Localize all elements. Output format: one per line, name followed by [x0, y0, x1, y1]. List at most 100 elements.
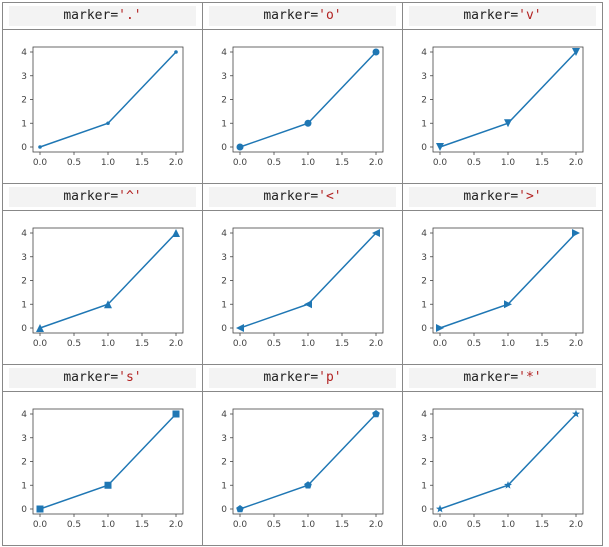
data-point-marker	[106, 121, 110, 126]
cell-chart: 0.0 0.5 1.0 1.5 2.0 0 1 2 3 4	[2, 391, 203, 546]
data-point-marker	[304, 119, 312, 127]
chart-title: marker='s'	[9, 368, 196, 388]
data-point-marker	[372, 48, 380, 56]
data-point-marker	[504, 481, 512, 489]
y-tick-label: 1	[21, 481, 27, 491]
x-tick-label: 0.5	[267, 158, 281, 168]
y-tick-label: 4	[221, 48, 227, 58]
chart-5: 0.0 0.5 1.0 1.5 2.0 0 1 2 3 4	[221, 227, 384, 349]
y-tick-label: 0	[21, 505, 27, 515]
title-prefix: marker=	[63, 8, 119, 23]
y-tick-label: 1	[21, 119, 27, 129]
y-tick-label: 0	[21, 143, 27, 153]
chart-title: marker='<'	[209, 187, 396, 207]
x-tick-label: 2.0	[369, 158, 384, 168]
plot-area	[232, 46, 384, 153]
chart-title: marker='o'	[209, 6, 396, 26]
marker-code: '*'	[518, 370, 542, 385]
y-tick-label: 3	[21, 253, 27, 263]
title-prefix: marker=	[63, 370, 119, 385]
y-tick-label: 2	[21, 96, 27, 106]
x-tick-label: 0.0	[233, 339, 248, 349]
data-point-marker	[504, 300, 512, 309]
data-point-marker	[174, 50, 178, 54]
chart-3: 0.0 0.5 1.0 1.5 2.0 0 1 2 3 4	[421, 46, 583, 168]
y-tick-label: 3	[421, 72, 427, 82]
data-point-marker	[304, 481, 312, 489]
y-tick-label: 3	[421, 434, 427, 444]
x-tick-label: 0.0	[33, 158, 48, 168]
x-tick-label: 2.0	[369, 339, 384, 349]
x-tick-label: 1.5	[135, 520, 149, 530]
y-tick-label: 2	[421, 96, 427, 106]
marker-code: 's'	[118, 370, 142, 385]
cell-header: marker='p'	[202, 364, 403, 392]
y-tick-label: 2	[221, 458, 227, 468]
x-tick-label: 1.5	[135, 158, 149, 168]
title-prefix: marker=	[263, 189, 319, 204]
x-tick-label: 1.5	[135, 339, 149, 349]
data-point-marker	[372, 229, 380, 237]
x-tick-label: 2.0	[169, 520, 184, 530]
x-tick-label: 1.0	[501, 339, 516, 349]
x-tick-label: 0.5	[267, 339, 281, 349]
data-point-marker	[104, 481, 112, 489]
chart-title: marker='^'	[9, 187, 196, 207]
data-point-marker	[236, 143, 244, 151]
marker-code: '.'	[118, 8, 142, 23]
chart-title: marker='v'	[409, 6, 596, 26]
data-point-marker	[436, 504, 444, 513]
chart-9: 0.0 0.5 1.0 1.5 2.0 0 1 2 3 4	[421, 408, 583, 530]
cell-chart: 0.0 0.5 1.0 1.5 2.0 0 1 2 3 4	[202, 29, 403, 184]
x-tick-label: 0.5	[67, 158, 81, 168]
x-tick-label: 0.0	[33, 520, 48, 530]
data-point-marker	[304, 300, 312, 309]
x-tick-label: 1.0	[301, 339, 316, 349]
y-tick-label: 4	[21, 410, 27, 420]
y-tick-label: 1	[21, 300, 27, 310]
data-point-marker	[172, 229, 180, 237]
x-tick-label: 1.5	[535, 158, 549, 168]
x-tick-label: 1.0	[301, 158, 316, 168]
x-tick-label: 0.5	[467, 158, 481, 168]
marker-code: '^'	[118, 189, 142, 204]
data-point-marker	[572, 229, 580, 237]
x-tick-label: 1.0	[301, 520, 316, 530]
marker-code: 'p'	[318, 370, 342, 385]
marker-code: '<'	[318, 189, 342, 204]
title-prefix: marker=	[63, 189, 119, 204]
x-tick-label: 1.5	[335, 339, 349, 349]
x-tick-label: 0.0	[233, 520, 248, 530]
y-tick-label: 0	[221, 143, 227, 153]
data-point-marker	[436, 143, 444, 151]
chart-1: 0.0 0.5 1.0 1.5 2.0 0 1 2 3 4	[21, 46, 183, 168]
x-tick-label: 1.5	[335, 158, 349, 168]
y-tick-label: 0	[421, 324, 427, 334]
y-tick-label: 2	[421, 458, 427, 468]
plot-area	[32, 227, 184, 334]
x-tick-label: 2.0	[169, 339, 184, 349]
chart-title: marker='p'	[209, 368, 396, 388]
cell-header: marker='s'	[2, 364, 203, 392]
x-tick-label: 2.0	[369, 520, 384, 530]
y-tick-label: 0	[221, 324, 227, 334]
y-tick-label: 2	[21, 277, 27, 287]
y-tick-label: 3	[21, 434, 27, 444]
plot-area	[232, 227, 384, 334]
data-point-marker	[36, 324, 44, 332]
chart-title: marker='>'	[409, 187, 596, 207]
data-point-marker	[36, 505, 44, 513]
cell-header: marker='.'	[2, 2, 203, 30]
plot-area	[432, 227, 584, 334]
cell-chart: 0.0 0.5 1.0 1.5 2.0 0 1 2 3 4	[2, 29, 203, 184]
y-tick-label: 2	[221, 96, 227, 106]
x-tick-label: 0.0	[233, 158, 248, 168]
y-tick-label: 1	[421, 119, 427, 129]
chart-6: 0.0 0.5 1.0 1.5 2.0 0 1 2 3 4	[421, 227, 584, 349]
x-tick-label: 0.0	[433, 520, 448, 530]
x-tick-label: 0.5	[467, 520, 481, 530]
y-tick-label: 3	[221, 434, 227, 444]
y-tick-label: 4	[221, 410, 227, 420]
data-point-marker	[172, 410, 180, 418]
data-point-marker	[504, 119, 512, 128]
